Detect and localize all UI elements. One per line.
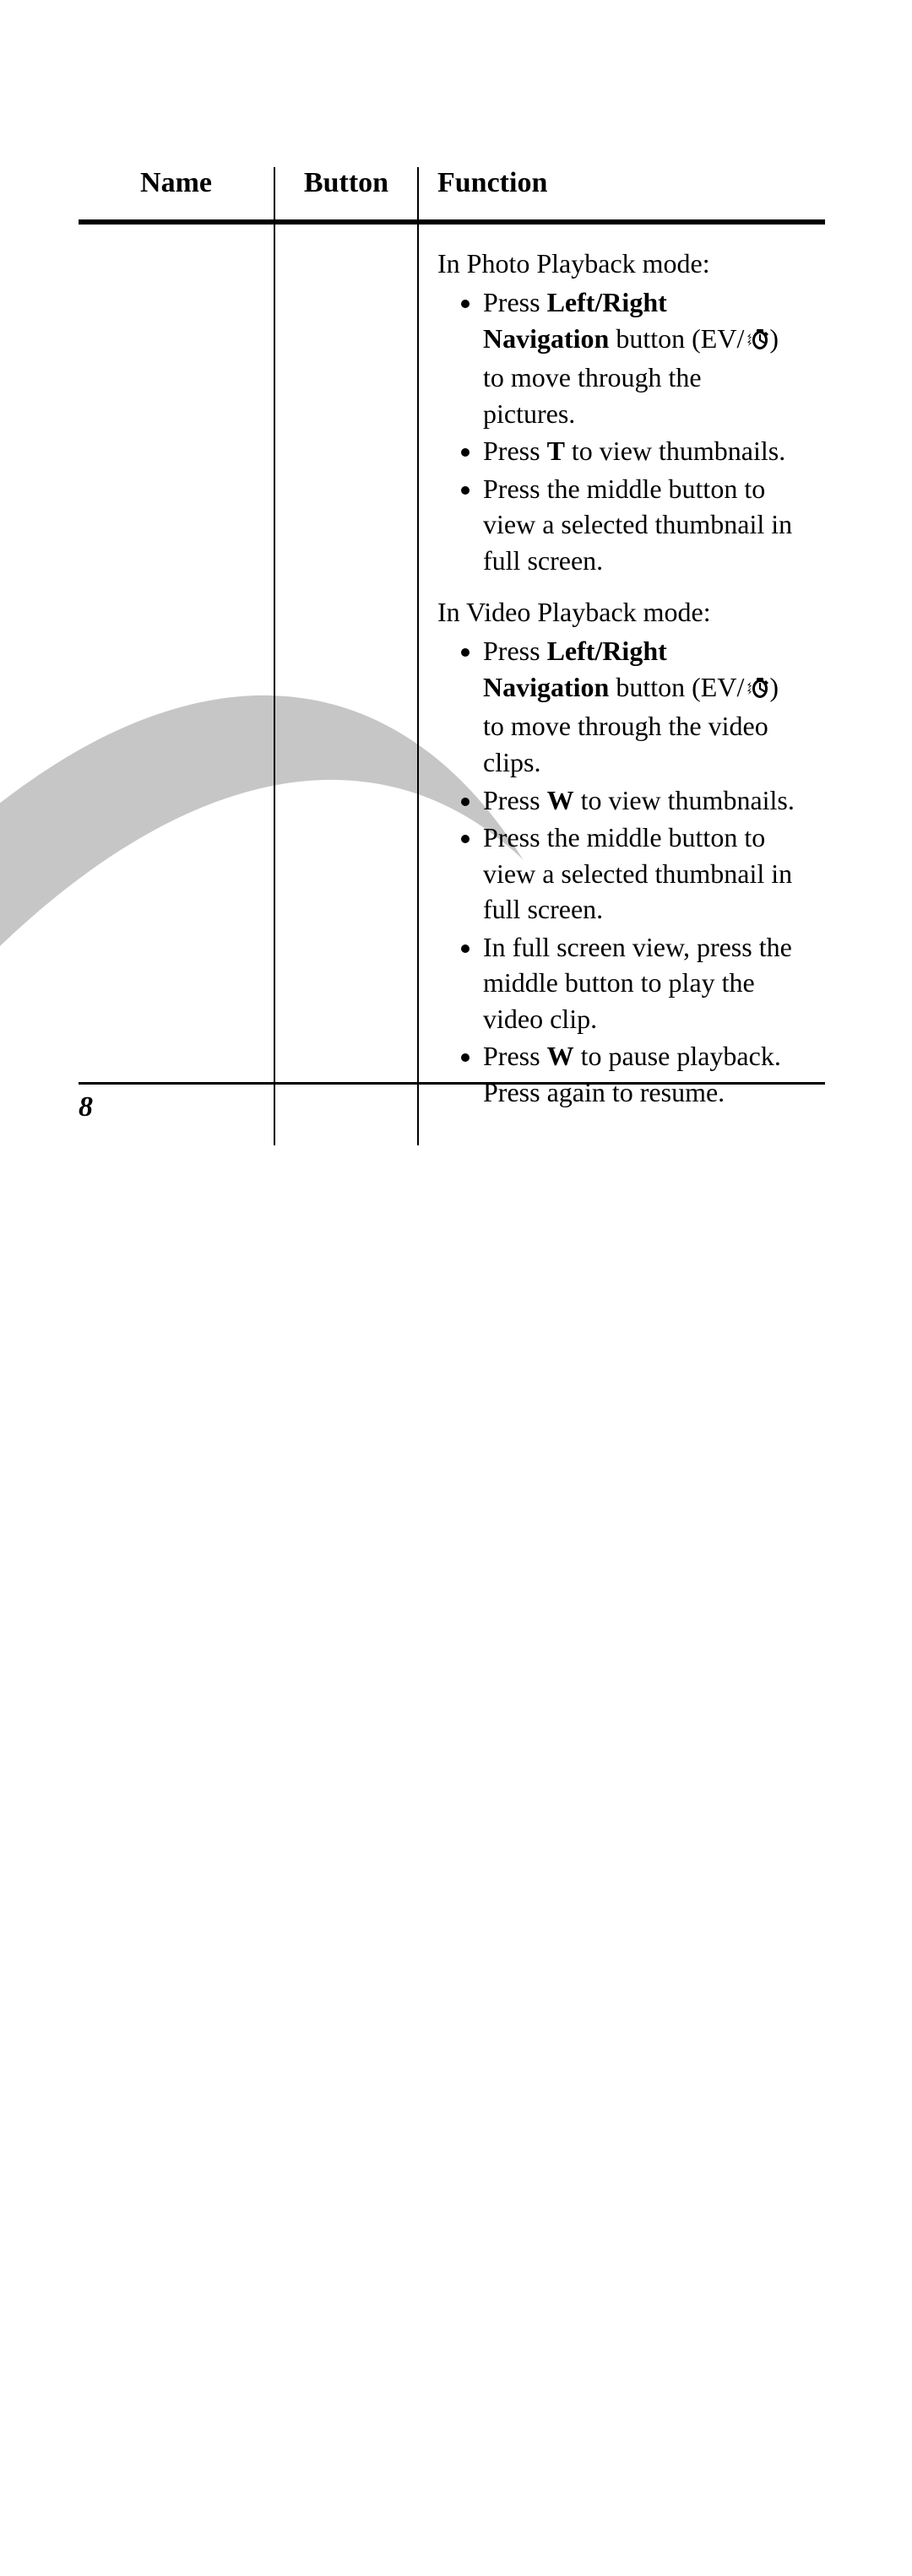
list-item: Press W to view thumbnails. (483, 782, 806, 819)
cell-function: In Photo Playback mode: Press Left/Right… (418, 222, 825, 1145)
page-content: Name Button Function In Photo Playback m… (0, 0, 912, 1288)
list-item: Press Left/Right Navigation button (EV/)… (483, 284, 806, 431)
list-item: In full screen view, press the middle bu… (483, 929, 806, 1037)
function-table: Name Button Function In Photo Playback m… (79, 167, 825, 1145)
page-footer: 8 (79, 1082, 825, 1123)
list-item: Press the middle button to view a select… (483, 820, 806, 928)
photo-intro: In Photo Playback mode: (437, 248, 806, 279)
header-function: Function (418, 167, 825, 222)
photo-section: In Photo Playback mode: Press Left/Right… (437, 248, 806, 578)
list-item: Press the middle button to view a select… (483, 471, 806, 579)
list-item: Press Left/Right Navigation button (EV/)… (483, 633, 806, 780)
video-intro: In Video Playback mode: (437, 597, 806, 628)
self-timer-icon (746, 324, 769, 360)
photo-list: Press Left/Right Navigation button (EV/)… (437, 284, 806, 578)
list-item: Press T to view thumbnails. (483, 433, 806, 469)
header-name: Name (79, 167, 274, 222)
page-number: 8 (79, 1091, 93, 1123)
header-button: Button (274, 167, 418, 222)
cell-name (79, 222, 274, 1145)
table-row: In Photo Playback mode: Press Left/Right… (79, 222, 825, 1145)
video-list: Press Left/Right Navigation button (EV/)… (437, 633, 806, 1110)
video-section: In Video Playback mode: Press Left/Right… (437, 597, 806, 1110)
self-timer-icon (746, 673, 769, 709)
cell-button (274, 222, 418, 1145)
